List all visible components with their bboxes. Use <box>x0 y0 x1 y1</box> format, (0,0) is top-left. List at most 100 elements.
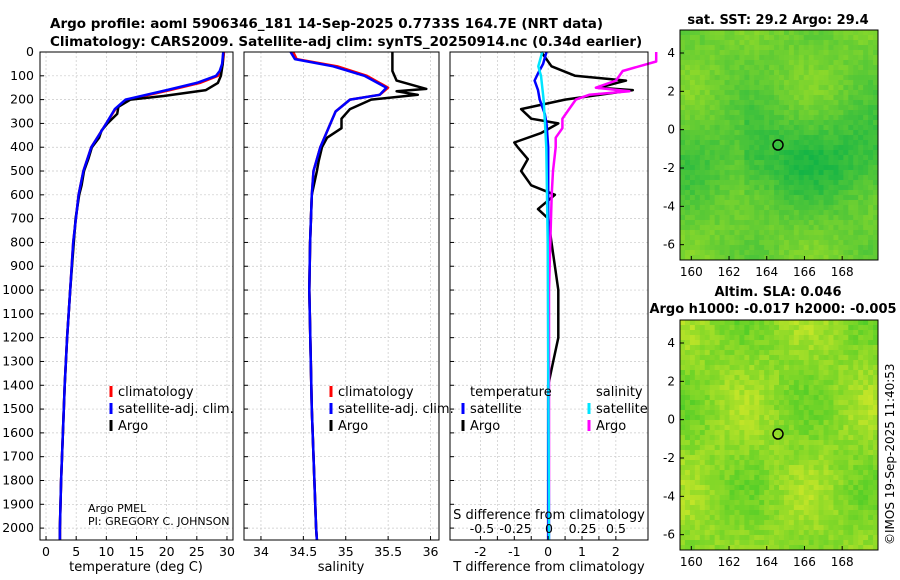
map-cell <box>828 150 834 156</box>
map-cell <box>680 150 686 156</box>
depth-tick-label: 900 <box>10 258 34 273</box>
map-cell <box>694 30 701 36</box>
map-cell <box>774 90 780 96</box>
map-cell <box>719 525 725 531</box>
map-cell <box>680 145 686 151</box>
map-cell <box>788 90 795 96</box>
map-cell <box>783 430 790 436</box>
map-cell <box>704 45 711 51</box>
map-cell <box>714 470 720 476</box>
map-cell <box>863 460 869 466</box>
map-cell <box>684 520 691 526</box>
map-cell <box>853 355 859 361</box>
map-cell <box>858 430 864 436</box>
map-cell <box>838 335 844 341</box>
map-cell <box>694 510 701 516</box>
map-cell <box>734 110 740 116</box>
map-cell <box>699 135 706 141</box>
map-cell <box>823 175 829 181</box>
map-cell <box>699 185 706 191</box>
map-cell <box>803 195 810 201</box>
map-cell <box>798 50 805 56</box>
map-cell <box>709 500 716 506</box>
map-cell <box>764 155 770 161</box>
map-cell <box>764 185 770 191</box>
map-cell <box>680 360 686 366</box>
map-cell <box>853 210 859 216</box>
map-cell <box>813 495 819 501</box>
map-cell <box>734 545 740 551</box>
map-cell <box>868 165 874 171</box>
map-cell <box>853 45 859 51</box>
map-cell <box>689 205 696 211</box>
map-cell <box>680 95 686 101</box>
map-cell <box>684 365 691 371</box>
map-cell <box>724 115 730 121</box>
map-cell <box>699 410 706 416</box>
map-cell <box>764 215 770 221</box>
map-cell <box>838 510 844 516</box>
map-cell <box>684 70 691 76</box>
x-tick-label: 34 <box>253 544 269 559</box>
map-cell <box>734 60 740 66</box>
map-cell <box>729 445 735 451</box>
map-cell <box>759 500 765 506</box>
map-cell <box>739 180 745 186</box>
map-cell <box>793 530 800 536</box>
map-cell <box>699 470 706 476</box>
map-cell <box>724 490 730 496</box>
map-cell <box>788 180 795 186</box>
map-cell <box>699 390 706 396</box>
map-cell <box>833 150 839 156</box>
map-cell <box>764 365 770 371</box>
map-cell <box>684 495 691 501</box>
map-cell <box>739 455 745 461</box>
map-cell <box>729 190 735 196</box>
map-cell <box>803 185 810 191</box>
map-cell <box>709 440 716 446</box>
map-cell <box>719 530 725 536</box>
map-cell <box>873 195 879 201</box>
map-cell <box>754 70 760 76</box>
map-cell <box>838 135 844 141</box>
map-cell <box>868 420 874 426</box>
map-cell <box>793 145 800 151</box>
map-cell <box>863 95 869 101</box>
map-cell <box>699 375 706 381</box>
map-cell <box>779 130 785 136</box>
map-cell <box>858 55 864 61</box>
map-cell <box>759 70 765 76</box>
map-cell <box>838 95 844 101</box>
map-cell <box>684 515 691 521</box>
map-cell <box>779 235 785 241</box>
map-cell <box>719 175 725 181</box>
map-cell <box>848 515 854 521</box>
map-cell <box>833 345 839 351</box>
map-cell <box>863 380 869 386</box>
map-cell <box>709 105 716 111</box>
map-cell <box>714 40 720 46</box>
map-cell <box>769 435 775 441</box>
map-cell <box>689 445 696 451</box>
map-y-tick-label: -6 <box>663 238 675 252</box>
map-cell <box>759 115 765 121</box>
map-cell <box>754 440 760 446</box>
map-cell <box>798 135 805 141</box>
map-cell <box>843 105 849 111</box>
map-cell <box>709 540 716 546</box>
depth-tick-label: 200 <box>10 92 34 107</box>
map-cell <box>749 330 755 336</box>
legend-label-s-argo: Argo <box>596 419 626 434</box>
map-cell <box>783 415 790 421</box>
map-cell <box>694 460 701 466</box>
map-cell <box>739 545 745 551</box>
map-cell <box>714 175 720 181</box>
map-cell <box>848 30 854 36</box>
map-cell <box>729 70 735 76</box>
map-cell <box>803 60 810 66</box>
map-cell <box>714 210 720 216</box>
map-cell <box>734 55 740 61</box>
map-cell <box>704 375 711 381</box>
map-cell <box>680 255 686 261</box>
map-cell <box>833 175 839 181</box>
